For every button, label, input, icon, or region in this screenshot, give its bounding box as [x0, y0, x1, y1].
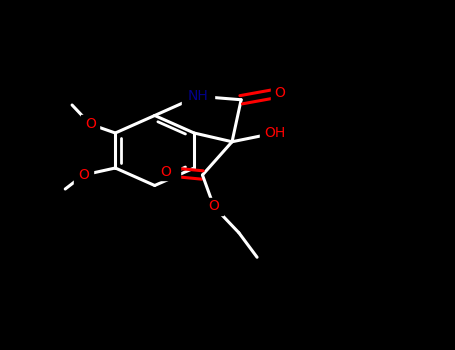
Bar: [152, 163, 180, 180]
Text: O: O: [85, 117, 96, 131]
Text: O: O: [274, 86, 285, 100]
Text: NH: NH: [187, 89, 208, 103]
Bar: [260, 124, 290, 142]
Text: O: O: [78, 168, 89, 182]
Bar: [81, 116, 99, 133]
Text: O: O: [208, 199, 219, 213]
Bar: [271, 84, 289, 102]
Bar: [205, 198, 223, 215]
Text: OH: OH: [265, 126, 286, 140]
Bar: [74, 166, 92, 184]
Bar: [182, 84, 214, 108]
Text: O: O: [161, 164, 172, 178]
